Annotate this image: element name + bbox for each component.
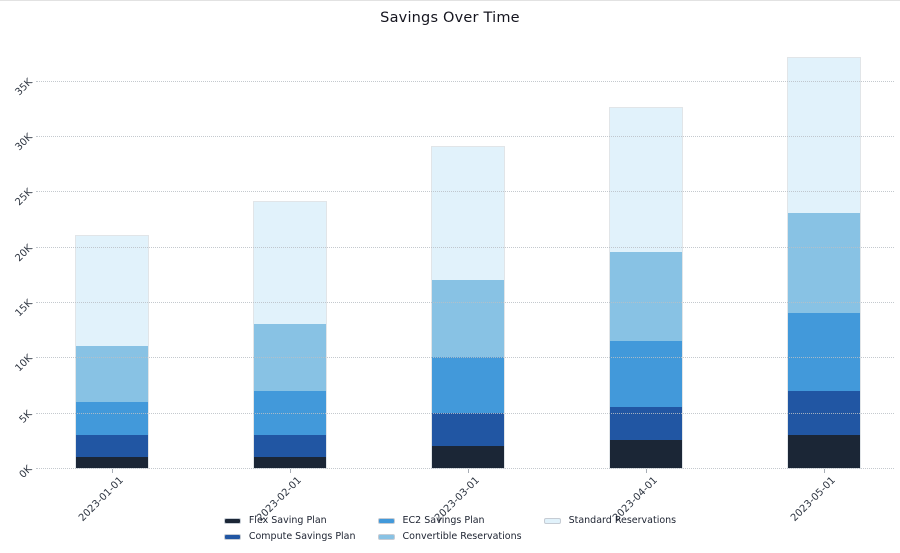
bar-segment — [76, 346, 148, 402]
bar-segment — [432, 412, 504, 446]
chart-title: Savings Over Time — [380, 10, 520, 26]
stacked-bar — [609, 107, 683, 469]
legend-label: EC2 Savings Plan — [402, 515, 485, 526]
bar-segment — [432, 357, 504, 413]
y-tick-label: 25K — [13, 187, 35, 209]
stacked-bar — [75, 234, 149, 469]
legend-column: Flex Saving Plan Compute Savings Plan — [223, 514, 356, 543]
bar-segment — [788, 313, 860, 391]
bar-segment — [788, 434, 860, 468]
legend-label: Standard Reservations — [568, 515, 677, 526]
y-tick-label: 5K — [17, 408, 35, 426]
stacked-bar — [253, 201, 327, 469]
bar-segment — [610, 108, 682, 253]
legend-swatch — [223, 517, 241, 524]
bar-segment — [254, 202, 326, 325]
bar-segment — [610, 440, 682, 468]
legend-column: EC2 Savings Plan Convertible Reservations — [377, 514, 522, 543]
stacked-bar — [431, 145, 505, 469]
x-tick-mark — [824, 469, 825, 473]
y-gridline — [36, 301, 894, 303]
bar-segment — [432, 445, 504, 468]
y-tick-label: 0K — [17, 463, 35, 481]
bar-segment — [254, 456, 326, 468]
bar-segment — [610, 340, 682, 408]
y-gridline — [36, 135, 894, 137]
x-tick-mark — [646, 469, 647, 473]
y-gridline — [36, 191, 894, 193]
legend-swatch — [377, 517, 395, 524]
bar-segment — [76, 434, 148, 457]
bar-segment — [432, 279, 504, 358]
legend-item: EC2 Savings Plan — [377, 514, 522, 527]
y-gridline — [36, 468, 894, 469]
x-tick-mark — [112, 469, 113, 473]
y-tick-label: 30K — [13, 131, 35, 154]
y-gridline — [36, 357, 894, 359]
bar-segment — [610, 252, 682, 341]
y-tick-label: 10K — [13, 353, 35, 375]
legend-swatch — [377, 533, 395, 540]
legend-item: Standard Reservations — [543, 514, 677, 527]
y-tick-label: 20K — [13, 242, 35, 264]
bar-segment — [76, 235, 148, 347]
legend-item: Flex Saving Plan — [223, 514, 356, 527]
legend-label: Flex Saving Plan — [248, 515, 327, 526]
legend-swatch — [543, 517, 561, 524]
legend-swatch — [223, 533, 241, 540]
bar-segment — [432, 147, 504, 280]
bar-segment — [76, 456, 148, 468]
y-gridline — [36, 80, 894, 82]
stacked-bar — [787, 57, 861, 469]
legend-label: Convertible Reservations — [402, 531, 522, 542]
bar-segment — [76, 401, 148, 435]
x-tick-mark — [468, 469, 469, 473]
legend: Flex Saving Plan Compute Savings Plan EC2 … — [0, 514, 900, 543]
legend-item: Convertible Reservations — [377, 530, 522, 543]
bar-segment — [254, 434, 326, 457]
y-gridline — [36, 246, 894, 248]
y-gridline — [36, 412, 894, 414]
legend-column: Standard Reservations — [543, 514, 677, 527]
legend-item: Compute Savings Plan — [223, 530, 356, 543]
y-tick-label: 35K — [13, 76, 35, 98]
legend-label: Compute Savings Plan — [248, 531, 356, 542]
bar-segment — [788, 213, 860, 314]
x-tick-mark — [290, 469, 291, 473]
y-tick-label: 15K — [13, 297, 35, 320]
